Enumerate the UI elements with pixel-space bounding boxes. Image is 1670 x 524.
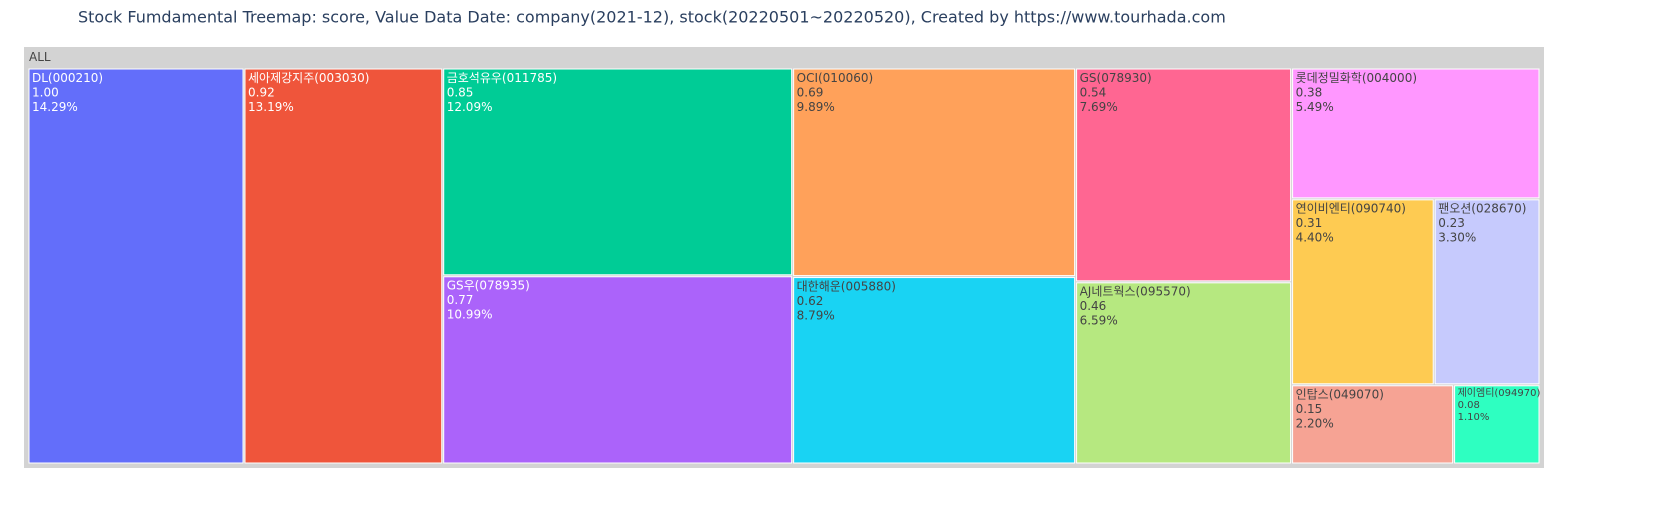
tile-percent: 6.59%: [1080, 314, 1118, 328]
tile-label: DL(000210): [32, 71, 103, 85]
tile[interactable]: [244, 68, 443, 464]
tile-percent: 9.89%: [797, 100, 835, 114]
tile-label: 연이비엔티(090740): [1296, 202, 1406, 216]
tile-value: 0.15: [1296, 402, 1323, 416]
tile-label: 인탑스(049070): [1296, 388, 1384, 402]
tile[interactable]: [793, 68, 1076, 277]
tile-label: 금호석유우(011785): [447, 71, 557, 85]
tile-value: 0.92: [248, 85, 275, 99]
tile-percent: 13.19%: [248, 100, 294, 114]
tile-label: 대한해운(005880): [797, 279, 896, 293]
tile-value: 0.46: [1080, 299, 1107, 313]
tile-label: GS우(078935): [447, 279, 530, 293]
tile-label: AJ네트웍스(095570): [1080, 285, 1191, 299]
tile-label: 팬오션(028670): [1438, 202, 1526, 216]
tile-percent: 7.69%: [1080, 100, 1118, 114]
tile-label: OCI(010060): [797, 71, 874, 85]
tile[interactable]: [443, 68, 793, 276]
tile-percent: 12.09%: [447, 100, 493, 114]
tile-percent: 3.30%: [1438, 231, 1476, 245]
tile-value: 0.38: [1296, 85, 1323, 99]
tile-percent: 2.20%: [1296, 417, 1334, 431]
tile-value: 0.77: [447, 293, 474, 307]
root-label: ALL: [29, 50, 51, 64]
tile-percent: 14.29%: [32, 100, 78, 114]
tile[interactable]: [1292, 385, 1454, 464]
tile-value: 0.54: [1080, 85, 1107, 99]
tile[interactable]: [1076, 282, 1292, 464]
tile-percent: 10.99%: [447, 308, 493, 322]
tile-value: 0.23: [1438, 216, 1465, 230]
tile-value: 0.85: [447, 85, 474, 99]
tile-value: 0.62: [797, 294, 824, 308]
tile[interactable]: [28, 68, 244, 464]
tile-value: 0.69: [797, 85, 824, 99]
tile-percent: 8.79%: [797, 308, 835, 322]
tile-label: 롯데정밀화학(004000): [1296, 71, 1417, 85]
tile-percent: 5.49%: [1296, 100, 1334, 114]
tile-percent: 4.40%: [1296, 231, 1334, 245]
tile[interactable]: [1454, 385, 1540, 464]
tile[interactable]: [1076, 68, 1292, 282]
tile[interactable]: [793, 277, 1076, 464]
tile-value: 1.00: [32, 85, 59, 99]
tile[interactable]: [1292, 68, 1540, 199]
tile-label: 세아제강지주(003030): [248, 71, 369, 85]
tile-percent: 1.10%: [1458, 412, 1490, 423]
tile-value: 0.31: [1296, 216, 1323, 230]
chart-title: Stock Fumdamental Treemap: score, Value …: [78, 8, 1226, 27]
tile-value: 0.08: [1458, 400, 1480, 411]
tile[interactable]: [443, 276, 793, 464]
tile[interactable]: [1292, 199, 1434, 385]
tile-label: GS(078930): [1080, 71, 1152, 85]
tile[interactable]: [1434, 199, 1540, 385]
tile-label: 제이엠티(094970): [1458, 387, 1541, 399]
